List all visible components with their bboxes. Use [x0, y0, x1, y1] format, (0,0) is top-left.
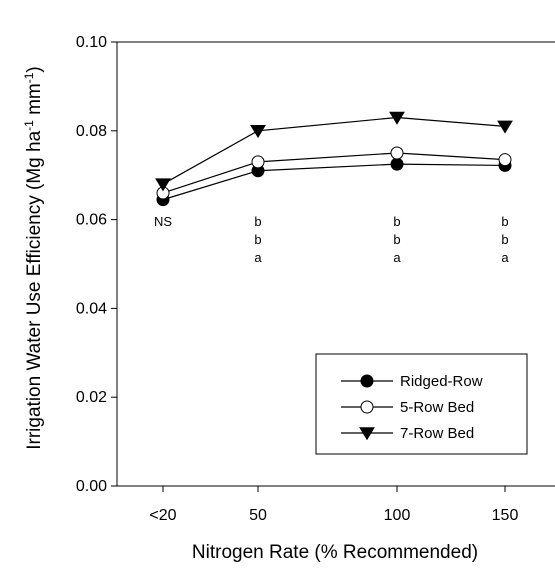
significance-label: b [393, 214, 400, 229]
data-point [251, 155, 265, 169]
legend-marker [359, 427, 375, 441]
data-point [390, 157, 404, 171]
legend: Ridged-Row 5-Row Bed 7-Row Bed [315, 353, 528, 455]
data-point [250, 125, 266, 139]
significance-label: b [501, 214, 508, 229]
significance-label: b [254, 214, 261, 229]
data-point [498, 153, 512, 167]
series-line [162, 152, 506, 194]
axes: 0.00 0.02 0.04 0.06 0.08 0.10 <20 50 100 150 [76, 34, 555, 524]
data-point [390, 146, 404, 160]
significance-label: b [501, 232, 508, 247]
legend-label: 5-Row Bed [400, 399, 474, 416]
significance-label: a [393, 250, 401, 265]
significance-label: a [254, 250, 262, 265]
y-tick-label: 0.08 [76, 123, 107, 140]
data-point [155, 178, 171, 192]
data-point [497, 120, 513, 134]
significance-label: b [254, 232, 261, 247]
x-axis-title: Nitrogen Rate (% Recommended) [192, 542, 478, 563]
legend-label: 7-Row Bed [400, 425, 474, 442]
y-tick-label: 0.10 [76, 34, 107, 51]
series-ridged-row [156, 157, 512, 207]
series-line [162, 163, 506, 201]
x-tick-label: 150 [492, 507, 519, 524]
y-tick-label: 0.00 [76, 478, 107, 495]
legend-label: Ridged-Row [400, 373, 483, 390]
y-tick-label: 0.04 [76, 300, 107, 317]
y-tick-label: 0.02 [76, 389, 107, 406]
y-tick-label: 0.06 [76, 212, 107, 229]
x-tick-label: <20 [149, 507, 176, 524]
series-group [155, 111, 513, 207]
series-line [162, 116, 506, 185]
significance-label: NS [154, 214, 172, 229]
y-axis-title: Irrigation Water Use Efficiency (Mg ha-1… [22, 66, 45, 450]
series-5-row-bed [156, 146, 512, 200]
x-tick-label: 100 [384, 507, 411, 524]
significance-label: b [393, 232, 400, 247]
significance-label: a [501, 250, 509, 265]
legend-box [315, 353, 528, 455]
legend-marker [360, 374, 374, 388]
series-7-row-bed [155, 111, 513, 192]
legend-marker [360, 400, 374, 414]
x-tick-label: 50 [249, 507, 267, 524]
data-point [389, 111, 405, 125]
